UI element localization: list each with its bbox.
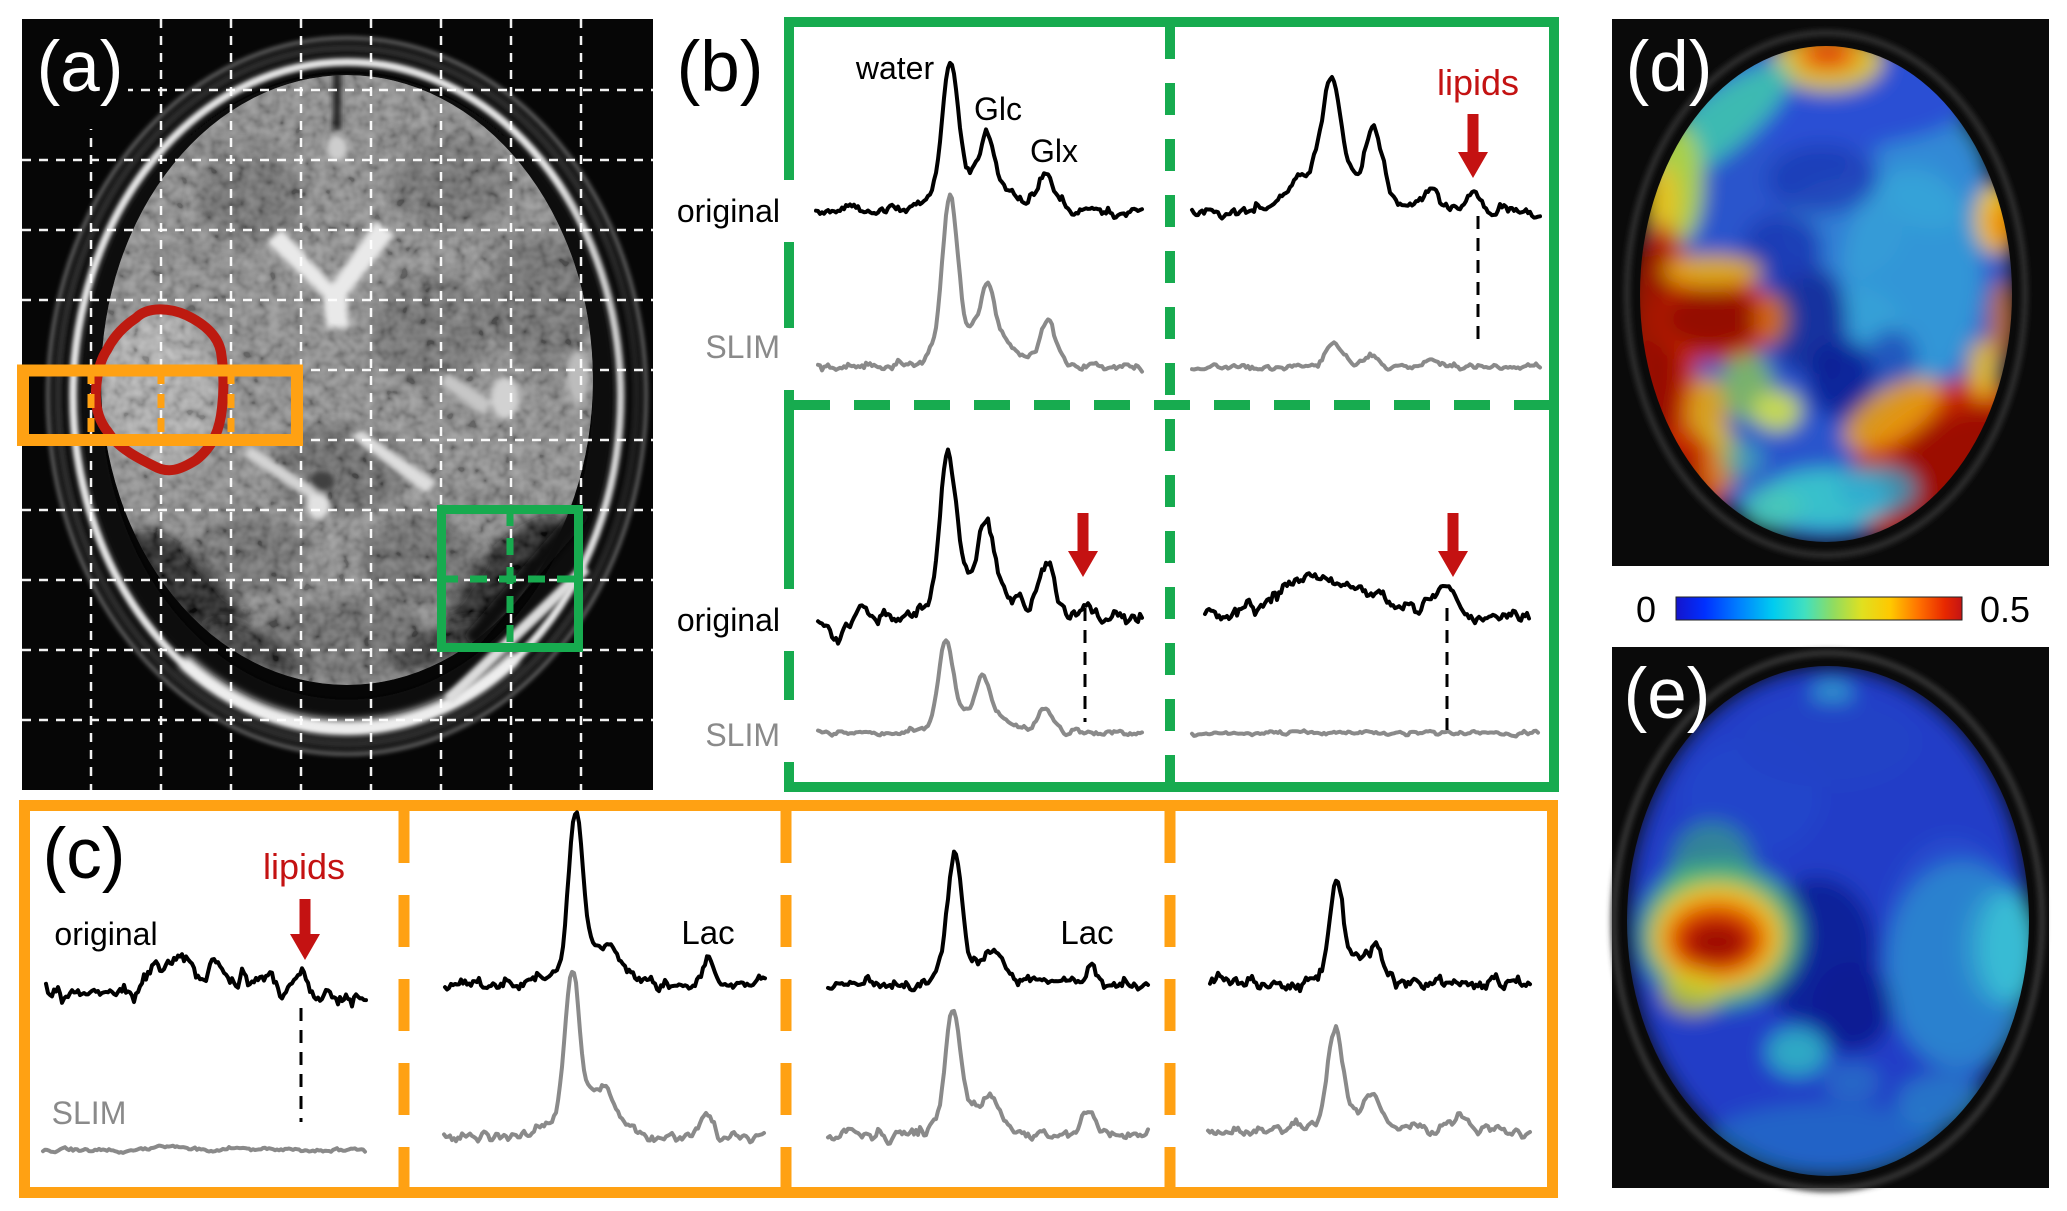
svg-text:lipids: lipids: [1437, 62, 1519, 103]
svg-text:Glx: Glx: [1030, 133, 1078, 169]
svg-text:Lac: Lac: [1060, 914, 1113, 951]
svg-text:original: original: [677, 602, 780, 638]
svg-text:SLIM: SLIM: [52, 1095, 127, 1131]
svg-text:original: original: [54, 916, 157, 952]
svg-text:0: 0: [1636, 589, 1656, 630]
svg-text:SLIM: SLIM: [705, 329, 780, 365]
svg-text:Lac: Lac: [681, 914, 734, 951]
svg-text:water: water: [855, 50, 935, 86]
svg-text:(d): (d): [1626, 28, 1713, 107]
svg-text:original: original: [677, 193, 780, 229]
svg-text:0.5: 0.5: [1980, 589, 2030, 630]
svg-text:Glc: Glc: [974, 91, 1022, 127]
svg-text:(b): (b): [677, 28, 764, 107]
svg-text:lipids: lipids: [263, 846, 345, 887]
svg-text:(e): (e): [1624, 655, 1711, 734]
svg-text:(c): (c): [43, 815, 126, 894]
svg-text:SLIM: SLIM: [705, 717, 780, 753]
svg-text:(a): (a): [37, 28, 124, 107]
